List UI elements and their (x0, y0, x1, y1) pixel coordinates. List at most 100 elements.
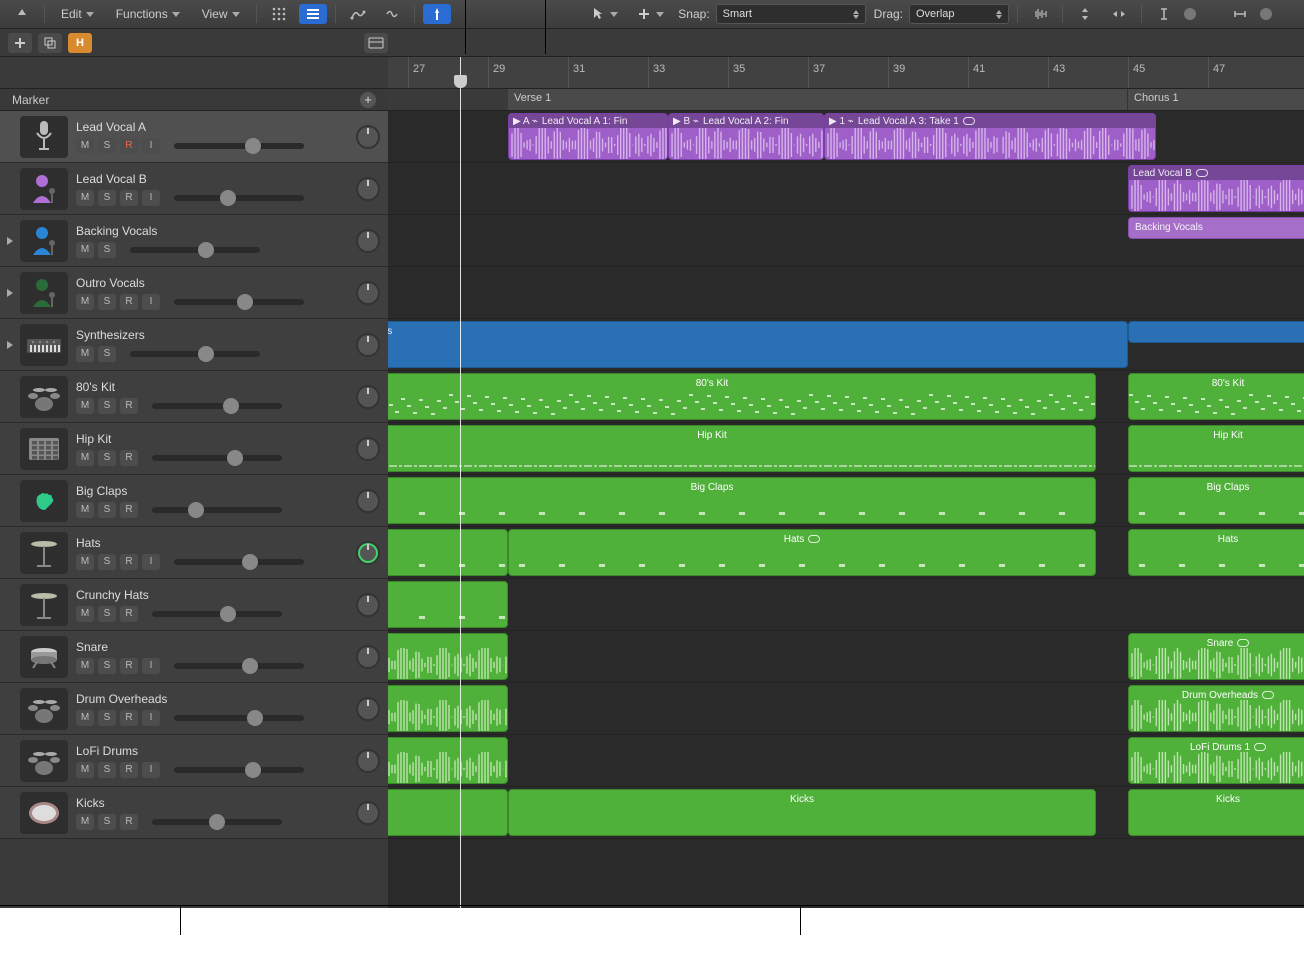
solo-button[interactable]: S (98, 190, 116, 206)
input-monitor-button[interactable]: I (142, 554, 160, 570)
input-monitor-button[interactable]: I (142, 762, 160, 778)
snap-select[interactable]: Smart (716, 4, 866, 24)
region[interactable]: Hip Kit (1128, 425, 1304, 472)
vzoom-knob[interactable] (1184, 8, 1196, 20)
mute-button[interactable]: M (76, 138, 94, 154)
input-monitor-button[interactable]: I (142, 658, 160, 674)
list-button[interactable] (299, 4, 327, 24)
arrangement-marker[interactable]: Verse 1 (508, 89, 1128, 110)
volume-slider[interactable] (152, 403, 282, 409)
track-lane[interactable]: Lead Vocal B (388, 163, 1304, 215)
pointer-tool[interactable] (584, 4, 624, 24)
volume-slider[interactable] (174, 715, 304, 721)
region[interactable]: Drum Overheads (1128, 685, 1304, 732)
region[interactable] (388, 685, 508, 732)
slider-thumb[interactable] (242, 554, 258, 570)
region[interactable] (388, 581, 508, 628)
track-header[interactable]: Hip KitMSR (0, 423, 388, 475)
volume-slider[interactable] (174, 559, 304, 565)
track-header[interactable]: SynthesizersMS (0, 319, 388, 371)
track-header[interactable]: Crunchy HatsMSR (0, 579, 388, 631)
disclosure-triangle[interactable] (0, 236, 20, 246)
record-enable-button[interactable]: R (120, 138, 138, 154)
track-header[interactable]: 80's KitMSR (0, 371, 388, 423)
track-lane[interactable]: Snare (388, 631, 1304, 683)
region[interactable]: LoFi Drums 1 (1128, 737, 1304, 784)
track-lane[interactable] (388, 579, 1304, 631)
arrange-area[interactable]: ▶ A ⌁Lead Vocal A 1: Fin▶ B ⌁Lead Vocal … (388, 111, 1304, 908)
slider-thumb[interactable] (245, 762, 261, 778)
track-header[interactable]: KicksMSR (0, 787, 388, 839)
track-lane[interactable]: Big ClapsBig Claps (388, 475, 1304, 527)
record-enable-button[interactable]: R (120, 762, 138, 778)
volume-slider[interactable] (174, 143, 304, 149)
record-enable-button[interactable]: R (120, 710, 138, 726)
edit-menu[interactable]: Edit (53, 5, 102, 23)
track-header[interactable]: Drum OverheadsMSRI (0, 683, 388, 735)
catch-button[interactable] (423, 4, 451, 24)
drag-select[interactable]: Overlap (909, 4, 1009, 24)
marker-track-header[interactable]: Marker + (0, 89, 388, 111)
region[interactable]: Hip Kit (388, 425, 1096, 472)
volume-slider[interactable] (152, 507, 282, 513)
pan-knob[interactable] (356, 489, 380, 513)
region[interactable]: 80's Kit (1128, 373, 1304, 420)
solo-button[interactable]: S (98, 606, 116, 622)
track-lane[interactable]: ▶ A ⌁Lead Vocal A 1: Fin▶ B ⌁Lead Vocal … (388, 111, 1304, 163)
volume-slider[interactable] (130, 351, 260, 357)
region[interactable]: Big Claps (1128, 477, 1304, 524)
region[interactable]: Hats (1128, 529, 1304, 576)
record-enable-button[interactable]: R (120, 606, 138, 622)
region[interactable] (1128, 321, 1304, 343)
slider-thumb[interactable] (220, 190, 236, 206)
functions-menu[interactable]: Functions (108, 5, 188, 23)
track-header[interactable]: Lead Vocal AMSRI (0, 111, 388, 163)
mute-button[interactable]: M (76, 606, 94, 622)
solo-button[interactable]: S (98, 554, 116, 570)
slider-thumb[interactable] (198, 242, 214, 258)
pan-knob[interactable] (356, 177, 380, 201)
horiz-zoom-button[interactable] (1105, 4, 1133, 24)
track-header[interactable]: LoFi DrumsMSRI (0, 735, 388, 787)
solo-button[interactable]: S (98, 502, 116, 518)
alt-tool[interactable] (630, 4, 670, 24)
mute-button[interactable]: M (76, 554, 94, 570)
mute-button[interactable]: M (76, 762, 94, 778)
track-lane[interactable]: Hip Kit Hip Kit (388, 423, 1304, 475)
region[interactable]: ▶ A ⌁Lead Vocal A 1: Fin (508, 113, 668, 160)
solo-button[interactable]: S (98, 814, 116, 830)
track-header[interactable]: HatsMSRI (0, 527, 388, 579)
region[interactable]: Kicks (1128, 789, 1304, 836)
record-enable-button[interactable]: R (120, 554, 138, 570)
mute-button[interactable]: M (76, 294, 94, 310)
input-monitor-button[interactable]: I (142, 138, 160, 154)
slider-thumb[interactable] (220, 606, 236, 622)
slider-thumb[interactable] (223, 398, 239, 414)
region[interactable]: Kicks (508, 789, 1096, 836)
solo-button[interactable]: S (98, 346, 116, 362)
disclosure-triangle[interactable] (0, 340, 20, 350)
solo-button[interactable]: S (98, 450, 116, 466)
duplicate-track-button[interactable] (38, 33, 62, 53)
mute-button[interactable]: M (76, 398, 94, 414)
record-enable-button[interactable]: R (120, 398, 138, 414)
region[interactable]: Backing Vocals (1128, 217, 1304, 239)
track-lane[interactable]: Hats Hats (388, 527, 1304, 579)
view-menu[interactable]: View (194, 5, 248, 23)
slider-thumb[interactable] (198, 346, 214, 362)
volume-slider[interactable] (152, 455, 282, 461)
hzoom-slider[interactable] (1226, 4, 1254, 24)
pan-knob[interactable] (356, 749, 380, 773)
solo-button[interactable]: S (98, 138, 116, 154)
disclosure-triangle[interactable] (0, 288, 20, 298)
pan-knob[interactable] (356, 125, 380, 149)
region[interactable] (388, 737, 508, 784)
track-header[interactable]: SnareMSRI (0, 631, 388, 683)
track-lane[interactable]: Kicks Kicks (388, 787, 1304, 839)
pan-knob[interactable] (356, 645, 380, 669)
record-enable-button[interactable]: R (120, 190, 138, 206)
region[interactable]: Hats (508, 529, 1096, 576)
region[interactable]: ▶ B ⌁Lead Vocal A 2: Fin (668, 113, 824, 160)
record-enable-button[interactable]: R (120, 502, 138, 518)
vzoom-slider[interactable] (1150, 4, 1178, 24)
